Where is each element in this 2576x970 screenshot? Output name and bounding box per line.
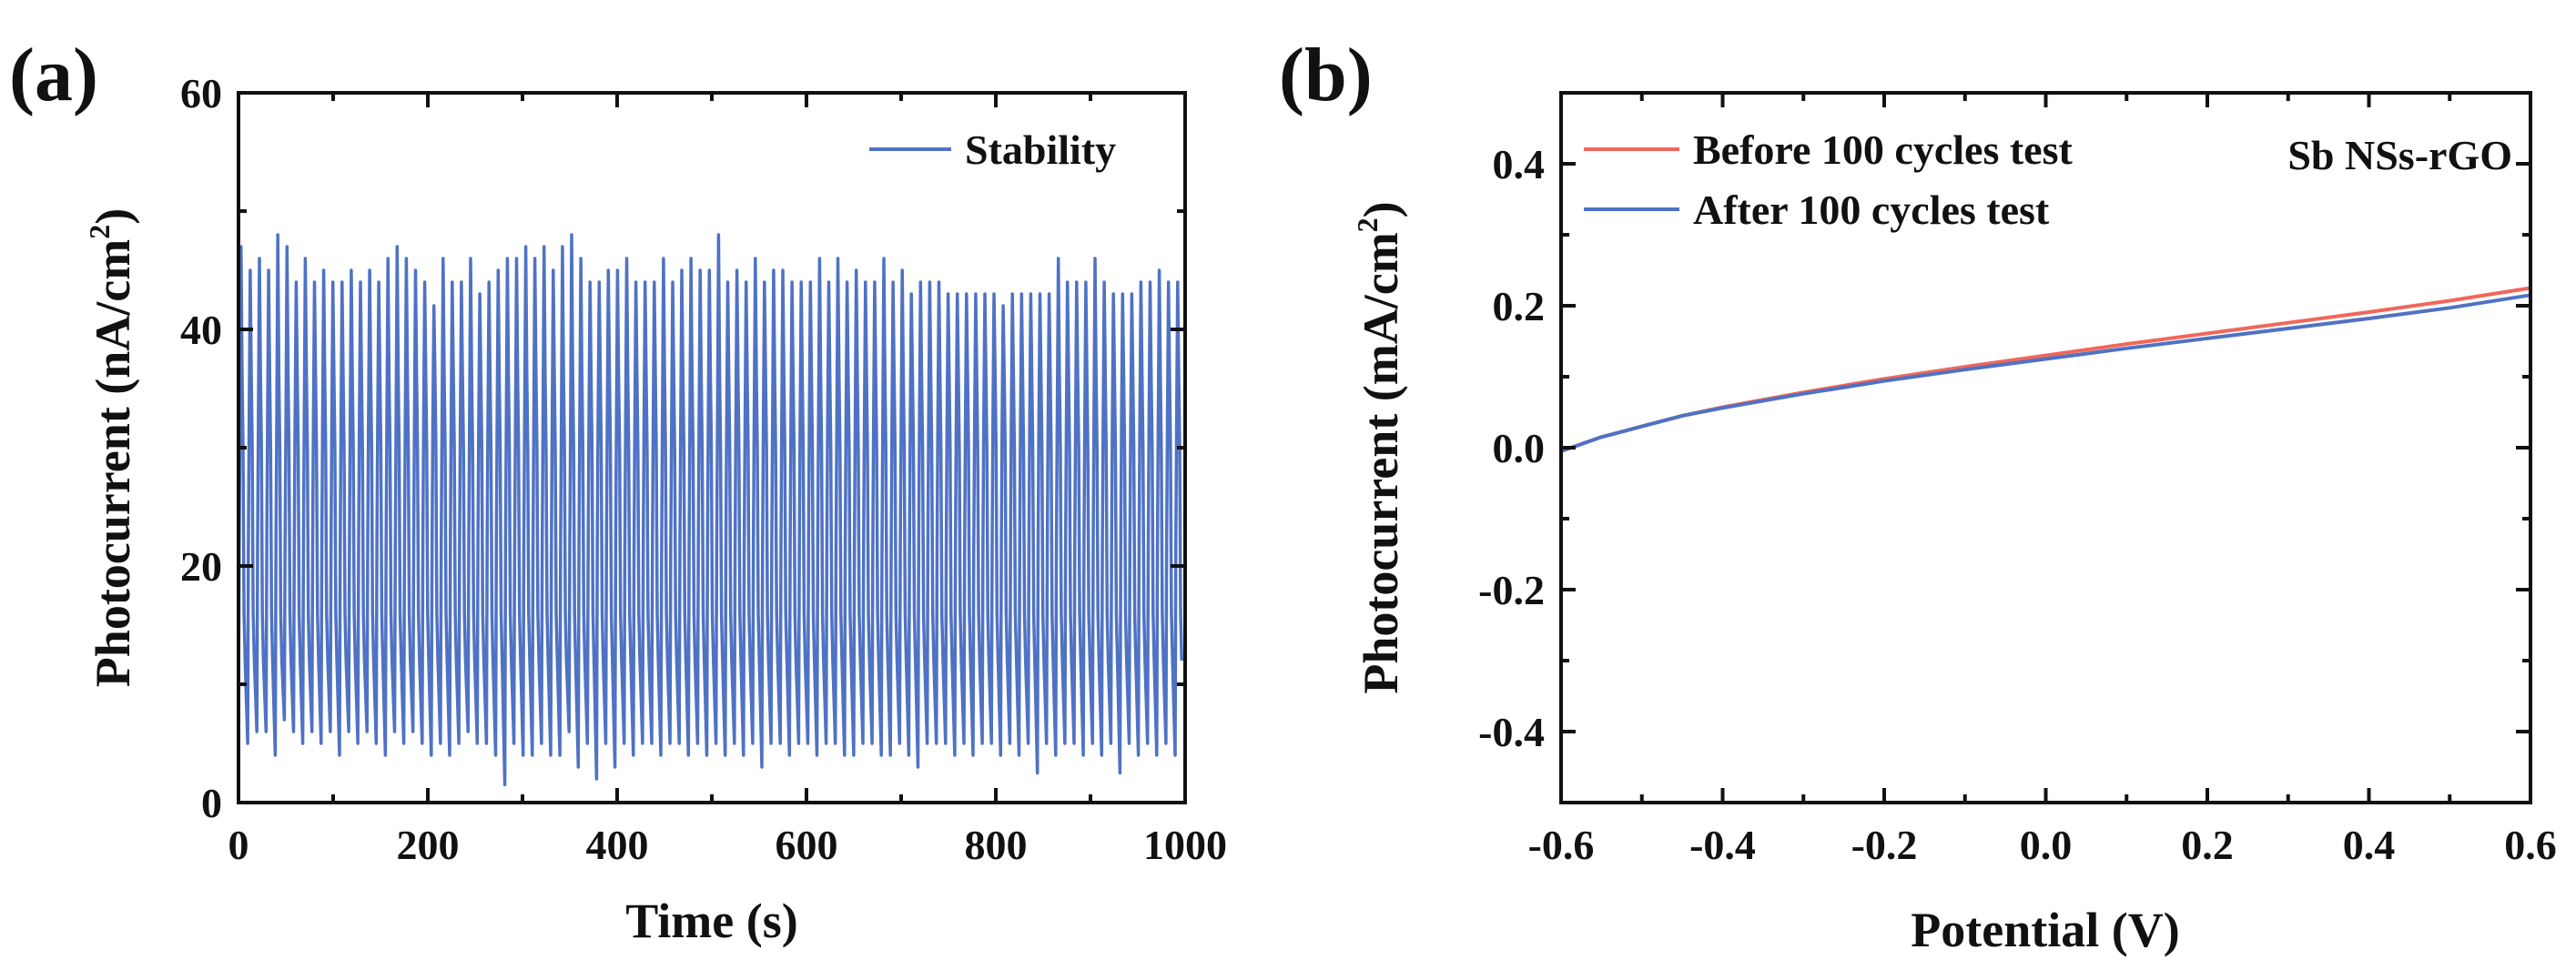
panel-a-xlabel: Time (s): [625, 894, 797, 948]
panel-b-ticks: -0.6 -0.4 -0.2 0.0 0.2 0.4 0.6 -0.4 -0.2 0.0 0.2 0.…: [1478, 93, 2557, 868]
panel-b-xtick-label: -0.4: [1689, 822, 1756, 868]
panel-a-ytick-label: 20: [180, 543, 222, 590]
panel-b-legend-label-after: After 100 cycles test: [1693, 187, 2050, 233]
panel-a-ylabel: Photocurrent (nA/cm2): [83, 208, 140, 687]
panel-a-ylabel-sup: 2: [83, 225, 116, 239]
panel-a-ylabel-main: Photocurrent (nA/cm: [86, 239, 140, 687]
panel-a-xtick-label: 0: [228, 822, 249, 868]
panel-b-annotation: Sb NSs-rGO: [2287, 132, 2512, 178]
panel-b-ytick-label: 0.4: [1493, 141, 1546, 187]
panel-b-xtick-label: -0.2: [1851, 822, 1918, 868]
panel-b-series-after: [1560, 293, 2531, 453]
panel-a-legend-label-stability: Stability: [965, 126, 1116, 173]
panel-a-legend: Stability: [869, 126, 1116, 173]
panel-b-legend-label-before: Before 100 cycles test: [1693, 126, 2073, 173]
panel-a-series-stability: [237, 233, 1183, 787]
panel-b-series-before: [1560, 286, 2531, 453]
panel-b-legend: Before 100 cycles test After 100 cycles …: [1584, 126, 2073, 233]
panel-a-xtick-label: 800: [965, 822, 1028, 868]
panel-a-ytick-label: 40: [180, 307, 222, 353]
panel-b-xtick-label: 0.2: [2181, 822, 2234, 868]
panel-b-ylabel-main: Photocurrent (mA/cm: [1354, 232, 1408, 693]
panel-b-ytick-label: 0.2: [1493, 283, 1546, 329]
panel-a-xtick-label: 600: [776, 822, 838, 868]
panel-b: (b) -0.6 -0.4 -0.2 0.0 0.2 0.4 0.6 -0.4 -0.2 0.0 0…: [1279, 33, 2557, 957]
panel-a-xtick-label: 200: [397, 822, 460, 868]
panel-b-plot-area: [1560, 286, 2531, 453]
panel-a-label: (a): [9, 33, 98, 117]
panel-b-xtick-label: 0.0: [2020, 822, 2073, 868]
panel-b-ylabel: Photocurrent (mA/cm2): [1351, 201, 1408, 693]
panel-a-xtick-label: 400: [586, 822, 649, 868]
panel-a-plot-area: [237, 233, 1183, 787]
panel-b-ylabel-end: ): [1354, 201, 1408, 217]
panel-a-ytick-label: 0: [201, 780, 222, 826]
panel-b-label: (b): [1279, 33, 1373, 117]
panel-a: (a) 0 200 400 600 800 1000 0 20 40 60 Time (s) Ph…: [9, 33, 1227, 948]
panel-a-ytick-label: 60: [180, 70, 222, 116]
panel-b-ylabel-sup: 2: [1351, 217, 1384, 232]
panel-a-ylabel-end: ): [86, 208, 140, 225]
panel-a-xtick-label: 1000: [1143, 822, 1227, 868]
panel-b-ytick-label: -0.2: [1478, 567, 1545, 613]
panel-b-xtick-label: 0.4: [2343, 822, 2396, 868]
panel-b-xtick-label: -0.6: [1528, 822, 1595, 868]
panel-b-xlabel: Potential (V): [1911, 903, 2179, 957]
panel-b-xtick-label: 0.6: [2504, 822, 2557, 868]
panel-a-ticks: 0 200 400 600 800 1000 0 20 40 60: [180, 70, 1227, 868]
panel-b-ytick-label: 0.0: [1493, 425, 1546, 471]
panel-b-ytick-label: -0.4: [1478, 709, 1545, 755]
